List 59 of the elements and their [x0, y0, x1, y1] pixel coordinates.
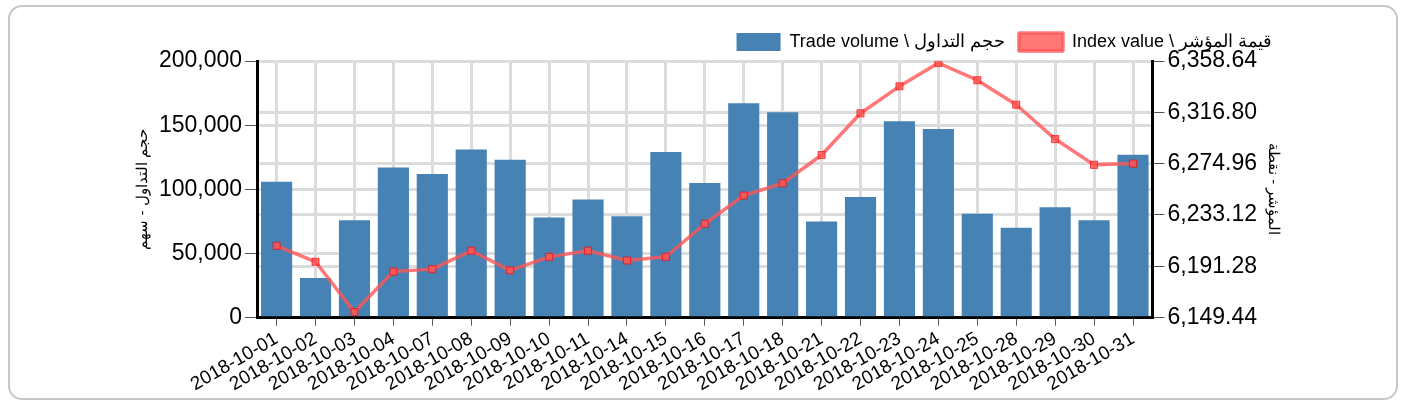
point: [778, 179, 787, 188]
bar: [767, 112, 799, 317]
bar: [844, 197, 877, 317]
y2-tick-label: 6,191.28: [1167, 251, 1257, 278]
point: [583, 246, 593, 255]
point: [817, 150, 826, 160]
point: [350, 308, 359, 317]
point: [661, 252, 670, 261]
y-tick-label: 100,000: [159, 174, 243, 201]
y-tick-label: 50,000: [171, 238, 243, 265]
bar: [689, 182, 721, 317]
bar: [650, 152, 682, 317]
point: [1128, 159, 1138, 168]
y2-tick-label: 6,274.96: [1167, 149, 1257, 176]
point: [389, 267, 398, 276]
y-tick-label: 200,000: [159, 46, 243, 73]
point: [1012, 100, 1021, 109]
point: [272, 241, 281, 250]
bar: [377, 167, 409, 317]
bar: [961, 213, 993, 317]
point: [428, 265, 437, 274]
y2-tick-label: 6,233.12: [1167, 200, 1257, 227]
point: [973, 76, 982, 85]
bar: [1039, 207, 1071, 317]
bar: [883, 121, 916, 317]
point: [739, 191, 748, 200]
bar: [1117, 154, 1149, 317]
bar: [261, 181, 293, 317]
point: [622, 256, 631, 265]
bar: [338, 220, 371, 317]
bar: [455, 149, 487, 317]
bar: [533, 217, 565, 317]
point: [1090, 160, 1099, 169]
point: [1051, 135, 1060, 144]
point: [700, 219, 709, 228]
bar: [416, 173, 448, 317]
y2-axis-title: المؤشر - نقطة: [1264, 143, 1283, 236]
bar: [299, 277, 332, 317]
y-tick-label: 0: [229, 303, 243, 329]
y-axis-title: حجم التداول - سهم: [133, 129, 152, 250]
point: [934, 61, 943, 68]
y2-tick-label: 6,149.44: [1167, 303, 1258, 329]
bar: [494, 159, 526, 317]
point: [856, 109, 865, 118]
bar: [1078, 220, 1110, 317]
y-tick-label: 150,000: [159, 110, 243, 137]
bar: [1000, 227, 1032, 317]
bar: [572, 199, 604, 317]
y2-tick-label: 6,316.80: [1167, 97, 1257, 124]
bar: [922, 129, 954, 317]
legend-label: Trade volume \ حجم التداول: [789, 30, 1005, 52]
bar: [728, 103, 760, 317]
point: [506, 266, 515, 275]
point: [545, 252, 554, 261]
point: [311, 257, 320, 266]
point: [895, 82, 904, 91]
bar: [806, 221, 838, 317]
bar: [611, 216, 643, 317]
point: [467, 246, 476, 255]
